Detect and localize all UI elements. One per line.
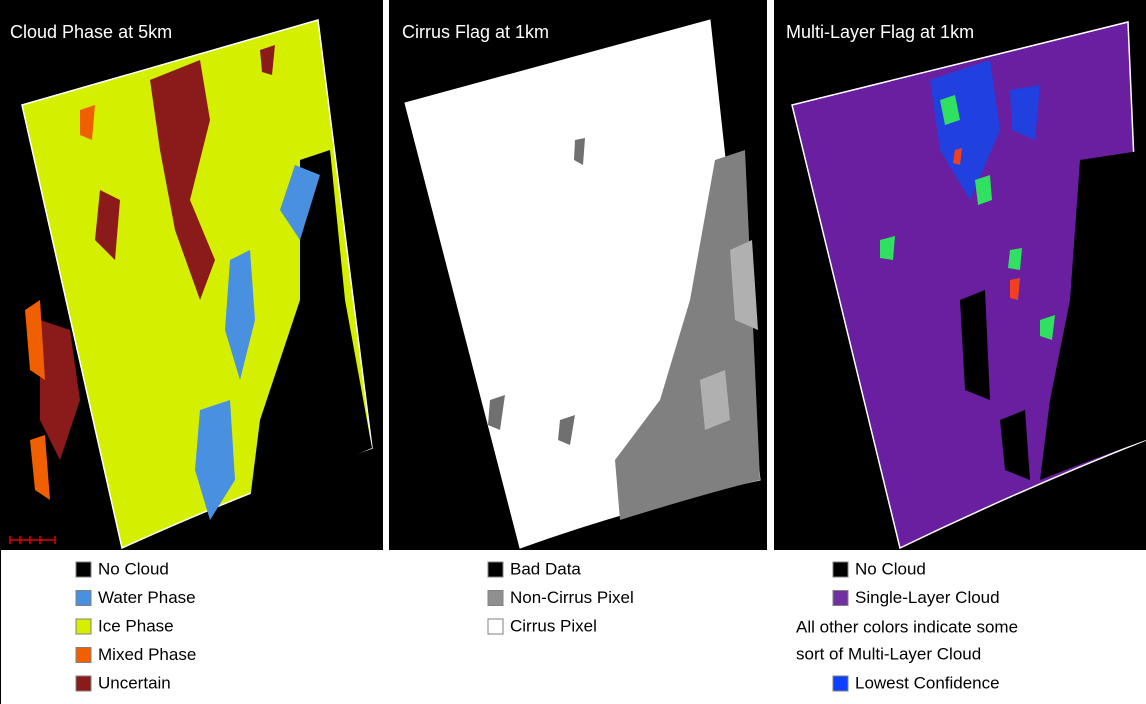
legend-label: No Cloud [855,559,926,578]
legend-label: Non-Cirrus Pixel [510,588,634,607]
legend-swatch [76,648,91,663]
legend-note: All other colors indicate some [796,617,1018,636]
figure: Cloud Phase at 5km Cirrus Flag at 1km Mu… [0,0,1146,704]
panel-title: Multi-Layer Flag at 1km [786,22,974,42]
legend-swatch [76,591,91,606]
legend-swatch [833,591,848,606]
panel-multilayer-flag: Multi-Layer Flag at 1km [774,0,1146,550]
panel-cloud-phase: Cloud Phase at 5km [0,0,383,550]
legend-swatch [76,619,91,634]
panel-cirrus-flag: Cirrus Flag at 1km [389,0,767,550]
legend-label: No Cloud [98,559,169,578]
legend-label: Ice Phase [98,616,174,635]
legend-swatch [76,676,91,691]
legend-label: Lowest Confidence [855,673,1000,692]
legend-swatch [76,562,91,577]
legend-label: Cirrus Pixel [510,616,597,635]
legend-swatch [488,591,503,606]
panel-title: Cloud Phase at 5km [10,22,172,42]
legend-swatch [488,619,503,634]
legend-label: Single-Layer Cloud [855,588,1000,607]
legend-label: Water Phase [98,588,196,607]
legend-label: Bad Data [510,559,581,578]
legend-label: Mixed Phase [98,645,196,664]
legend-swatch [833,676,848,691]
legend-label: Uncertain [98,673,171,692]
legend-swatch [488,562,503,577]
panel-title: Cirrus Flag at 1km [402,22,549,42]
legend-swatch [833,562,848,577]
legend-note: sort of Multi-Layer Cloud [796,644,981,663]
